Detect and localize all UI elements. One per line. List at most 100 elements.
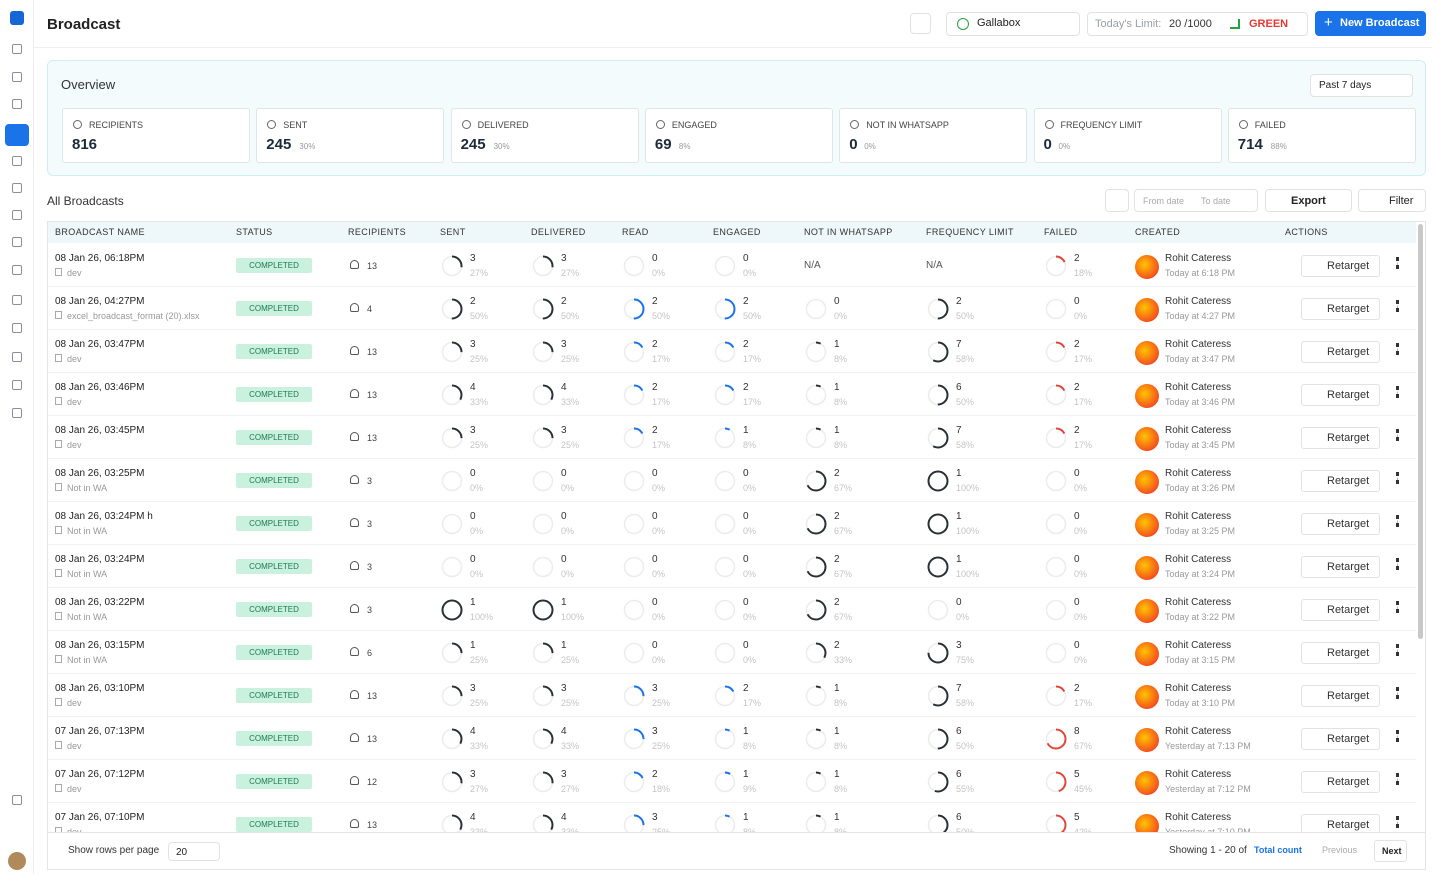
stat-value: 0 xyxy=(1043,136,1052,153)
created-at: Today at 6:18 PM xyxy=(1165,268,1236,278)
retarget-button[interactable]: Retarget xyxy=(1301,685,1380,707)
ring-arc xyxy=(1045,814,1067,832)
ring xyxy=(805,556,827,578)
metric-count: 3 xyxy=(470,683,476,694)
ring xyxy=(714,427,736,449)
ring xyxy=(441,771,463,793)
retarget-label: Retarget xyxy=(1327,432,1370,444)
retarget-button[interactable]: Retarget xyxy=(1301,513,1380,535)
limit-value: 20 /1000 xyxy=(1169,18,1212,30)
more-menu[interactable] xyxy=(1396,343,1399,355)
created-at: Today at 3:24 PM xyxy=(1165,569,1236,579)
retarget-button[interactable]: Retarget xyxy=(1301,341,1380,363)
more-menu[interactable] xyxy=(1396,515,1399,527)
retarget-button[interactable]: Retarget xyxy=(1301,814,1380,832)
more-menu[interactable] xyxy=(1396,257,1399,269)
retarget-button[interactable]: Retarget xyxy=(1301,255,1380,277)
more-menu[interactable] xyxy=(1396,773,1399,785)
more-menu[interactable] xyxy=(1396,429,1399,441)
ring xyxy=(714,341,736,363)
more-menu[interactable] xyxy=(1396,644,1399,656)
filter-button[interactable]: Filter xyxy=(1358,189,1426,212)
range-select[interactable]: Past 7 days xyxy=(1310,74,1413,97)
retarget-button[interactable]: Retarget xyxy=(1301,642,1380,664)
retarget-button[interactable]: Retarget xyxy=(1301,771,1380,793)
metric-pct: 0% xyxy=(652,655,666,665)
recipients-count: 13 xyxy=(367,347,378,357)
ring xyxy=(441,642,463,664)
metric-count: 2 xyxy=(834,511,840,522)
more-menu[interactable] xyxy=(1396,558,1399,570)
ring xyxy=(805,341,827,363)
more-menu[interactable] xyxy=(1396,816,1399,828)
stat-label: NOT IN WHATSAPP xyxy=(866,120,949,130)
more-menu[interactable] xyxy=(1396,386,1399,398)
metric-count: 8 xyxy=(1074,726,1080,737)
created-at: Today at 3:22 PM xyxy=(1165,612,1236,622)
ring xyxy=(532,341,554,363)
new-broadcast-button[interactable]: + New Broadcast xyxy=(1315,11,1426,36)
metric-pct: 0% xyxy=(743,526,757,536)
broadcast-name: 08 Jan 26, 03:22PM xyxy=(55,597,145,608)
metric-pct: 25% xyxy=(561,354,580,364)
refresh-button[interactable] xyxy=(910,13,931,34)
retarget-button[interactable]: Retarget xyxy=(1301,728,1380,750)
retarget-button[interactable]: Retarget xyxy=(1301,298,1380,320)
metric-count: 3 xyxy=(652,726,658,737)
ring xyxy=(532,685,554,707)
retarget-button[interactable]: Retarget xyxy=(1301,384,1380,406)
avatar xyxy=(8,852,26,870)
quality-icon xyxy=(1230,19,1240,29)
account-select[interactable]: Gallabox xyxy=(946,12,1080,36)
metric-pct: 33% xyxy=(834,655,853,665)
metric-count: 0 xyxy=(652,640,658,651)
retarget-button[interactable]: Retarget xyxy=(1301,427,1380,449)
search-button[interactable] xyxy=(1105,189,1129,212)
metric-count: 4 xyxy=(470,382,476,393)
metric-count: 3 xyxy=(470,425,476,436)
to-date: To date xyxy=(1201,196,1231,206)
retarget-button[interactable]: Retarget xyxy=(1301,556,1380,578)
ring-track xyxy=(623,470,645,492)
ring-arc xyxy=(714,384,736,406)
rows-select[interactable]: 20 xyxy=(168,842,220,861)
metric-count: 2 xyxy=(652,339,658,350)
retarget-button[interactable]: Retarget xyxy=(1301,470,1380,492)
more-menu[interactable] xyxy=(1396,730,1399,742)
recipients-count: 13 xyxy=(367,820,378,830)
more-menu[interactable] xyxy=(1396,601,1399,613)
next-button[interactable]: Next xyxy=(1374,840,1407,862)
metric-count: 3 xyxy=(470,253,476,264)
metric-count: 1 xyxy=(834,683,840,694)
ring-arc xyxy=(532,728,554,750)
creator-avatar xyxy=(1135,470,1159,494)
retarget-label: Retarget xyxy=(1327,475,1370,487)
ring-arc xyxy=(623,728,645,750)
metric-count: 3 xyxy=(470,339,476,350)
ring xyxy=(623,255,645,277)
created-by: Rohit Cateress xyxy=(1165,726,1232,737)
more-menu[interactable] xyxy=(1396,687,1399,699)
broadcast-source: Not in WA xyxy=(67,526,108,536)
ring-arc xyxy=(623,298,645,320)
ring-arc xyxy=(714,771,736,793)
more-menu[interactable] xyxy=(1396,472,1399,484)
table-row: 08 Jan 26, 03:24PM h Not in WA COMPLETED 3 0… xyxy=(48,502,1416,545)
status-badge: COMPLETED xyxy=(236,645,312,660)
ring xyxy=(623,814,645,832)
date-range[interactable]: From date To date xyxy=(1134,189,1258,212)
metric-count: 3 xyxy=(470,769,476,780)
previous-button[interactable]: Previous xyxy=(1322,845,1358,855)
more-menu[interactable] xyxy=(1396,300,1399,312)
metric-count: 1 xyxy=(834,812,840,823)
ring xyxy=(927,642,949,664)
export-button[interactable]: Export xyxy=(1265,189,1352,212)
recipients-count: 13 xyxy=(367,390,378,400)
broadcast-name: 08 Jan 26, 03:47PM xyxy=(55,339,145,350)
metric-pct: 17% xyxy=(743,397,762,407)
ring-track xyxy=(805,384,827,406)
metric-pct: 0% xyxy=(652,526,666,536)
retarget-button[interactable]: Retarget xyxy=(1301,599,1380,621)
nav-active[interactable] xyxy=(5,124,29,146)
